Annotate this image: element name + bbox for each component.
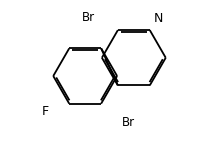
Text: Br: Br [122,116,135,129]
Text: F: F [41,105,48,118]
Text: Br: Br [82,11,95,24]
Text: N: N [154,12,164,26]
